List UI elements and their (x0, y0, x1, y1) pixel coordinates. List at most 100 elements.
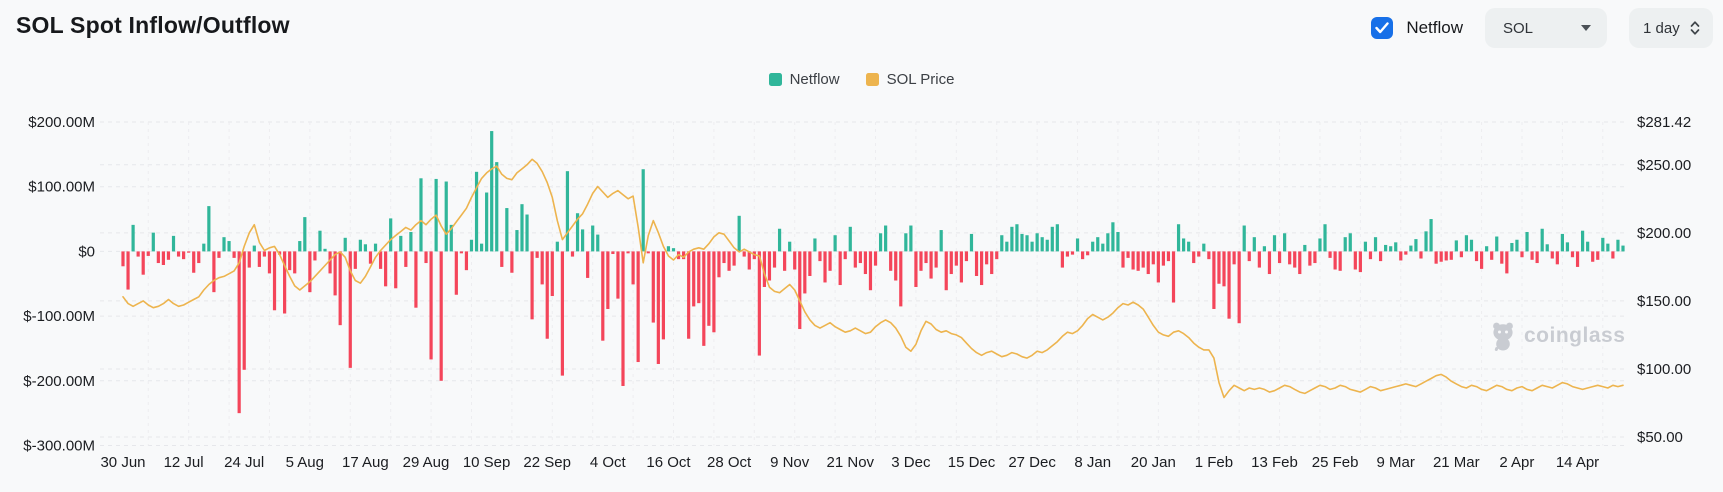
netflow-bar-negative[interactable] (394, 251, 398, 289)
netflow-bar-negative[interactable] (611, 251, 615, 254)
netflow-bar-negative[interactable] (156, 251, 160, 264)
netflow-bar-positive[interactable] (1424, 231, 1428, 252)
netflow-bar-positive[interactable] (777, 228, 782, 252)
netflow-bar-negative[interactable] (722, 251, 726, 264)
netflow-bar-positive[interactable] (298, 241, 302, 252)
netflow-bar-negative[interactable] (924, 251, 928, 264)
netflow-bar-positive[interactable] (1030, 241, 1034, 252)
netflow-bar-positive[interactable] (358, 239, 362, 252)
netflow-bar-negative[interactable] (838, 251, 842, 286)
netflow-bar-negative[interactable] (1136, 251, 1140, 271)
netflow-bar-negative[interactable] (1192, 251, 1196, 264)
netflow-bar-negative[interactable] (621, 251, 625, 386)
netflow-bar-positive[interactable] (1303, 244, 1307, 252)
netflow-bar-negative[interactable] (197, 251, 201, 264)
netflow-bar-negative[interactable] (717, 251, 721, 278)
interval-select[interactable]: 1 day (1629, 8, 1713, 48)
netflow-bar-negative[interactable] (727, 251, 731, 271)
netflow-bar-positive[interactable] (1242, 225, 1246, 252)
netflow-bar-negative[interactable] (808, 251, 812, 276)
netflow-bar-positive[interactable] (1621, 245, 1625, 252)
netflow-bar-positive[interactable] (1096, 237, 1100, 252)
netflow-bar-negative[interactable] (1081, 251, 1085, 260)
netflow-bar-negative[interactable] (742, 251, 746, 257)
netflow-bar-negative[interactable] (237, 251, 241, 414)
symbol-select[interactable]: SOL (1485, 8, 1607, 48)
netflow-bar-positive[interactable] (343, 237, 347, 252)
netflow-bar-negative[interactable] (384, 251, 388, 287)
netflow-bar-negative[interactable] (692, 251, 696, 307)
netflow-bar-negative[interactable] (192, 251, 196, 273)
netflow-bar-positive[interactable] (1363, 241, 1368, 252)
netflow-bar-positive[interactable] (1015, 224, 1019, 252)
netflow-bar-negative[interactable] (1217, 251, 1221, 284)
netflow-bar-negative[interactable] (283, 251, 287, 314)
netflow-bar-negative[interactable] (1166, 251, 1171, 262)
netflow-bar-positive[interactable] (848, 226, 852, 252)
netflow-bar-negative[interactable] (308, 251, 312, 293)
netflow-bar-negative[interactable] (1444, 251, 1448, 261)
netflow-bar-negative[interactable] (707, 251, 711, 326)
netflow-bar-positive[interactable] (909, 225, 913, 252)
netflow-bar-negative[interactable] (889, 251, 893, 271)
netflow-bar-positive[interactable] (1485, 246, 1489, 252)
netflow-bar-negative[interactable] (1434, 251, 1438, 264)
netflow-bar-negative[interactable] (697, 251, 701, 304)
netflow-bar-positive[interactable] (505, 208, 509, 252)
netflow-bar-negative[interactable] (1333, 251, 1337, 270)
netflow-bar-negative[interactable] (1313, 251, 1317, 264)
netflow-bar-negative[interactable] (1207, 251, 1211, 260)
netflow-bar-negative[interactable] (182, 251, 186, 260)
netflow-bar-positive[interactable] (485, 192, 489, 252)
netflow-bar-positive[interactable] (515, 230, 519, 252)
netflow-bar-negative[interactable] (772, 251, 777, 268)
netflow-bar-negative[interactable] (1611, 251, 1615, 259)
netflow-bar-negative[interactable] (1298, 251, 1302, 275)
netflow-bar-negative[interactable] (454, 251, 458, 295)
netflow-bar-positive[interactable] (591, 225, 595, 252)
netflow-bar-positive[interactable] (1545, 244, 1549, 252)
legend-item-netflow[interactable]: Netflow (768, 71, 840, 88)
netflow-bar-negative[interactable] (404, 251, 408, 267)
netflow-bar-negative[interactable] (651, 251, 655, 323)
netflow-bar-positive[interactable] (575, 213, 580, 252)
netflow-bar-negative[interactable] (353, 251, 357, 269)
netflow-bar-negative[interactable] (1555, 251, 1559, 265)
netflow-bar-negative[interactable] (1156, 251, 1160, 283)
netflow-bar-negative[interactable] (818, 251, 822, 262)
netflow-bar-positive[interactable] (323, 248, 327, 252)
netflow-bar-positive[interactable] (222, 237, 226, 252)
netflow-bar-negative[interactable] (1267, 251, 1272, 275)
netflow-bar-negative[interactable] (1121, 251, 1125, 268)
netflow-bar-negative[interactable] (1358, 251, 1362, 273)
netflow-bar-negative[interactable] (1288, 251, 1292, 265)
netflow-bar-negative[interactable] (656, 251, 660, 364)
netflow-bar-negative[interactable] (166, 251, 171, 260)
netflow-bar-negative[interactable] (798, 251, 802, 330)
netflow-bar-negative[interactable] (1293, 251, 1297, 268)
netflow-bar-positive[interactable] (969, 233, 974, 252)
netflow-bar-negative[interactable] (1222, 251, 1226, 287)
netflow-bar-positive[interactable] (1262, 246, 1267, 252)
netflow-bar-positive[interactable] (671, 248, 676, 252)
netflow-bar-negative[interactable] (646, 251, 650, 254)
netflow-bar-positive[interactable] (884, 225, 888, 252)
netflow-bar-negative[interactable] (974, 251, 979, 276)
netflow-bar-negative[interactable] (934, 251, 938, 268)
netflow-bar-negative[interactable] (1439, 251, 1443, 262)
netflow-bar-negative[interactable] (141, 251, 145, 275)
netflow-bar-negative[interactable] (1399, 251, 1403, 261)
netflow-bar-negative[interactable] (1449, 251, 1453, 260)
netflow-bar-positive[interactable] (939, 230, 943, 252)
netflow-bar-negative[interactable] (626, 251, 630, 254)
netflow-bar-negative[interactable] (919, 251, 923, 271)
netflow-bar-negative[interactable] (1378, 251, 1383, 262)
netflow-bar-negative[interactable] (1146, 251, 1150, 275)
netflow-bar-negative[interactable] (868, 251, 873, 291)
netflow-bar-negative[interactable] (944, 251, 948, 291)
netflow-bar-negative[interactable] (979, 251, 984, 286)
netflow-bar-negative[interactable] (257, 251, 261, 267)
netflow-bar-negative[interactable] (348, 251, 352, 368)
netflow-bar-negative[interactable] (1227, 251, 1231, 319)
